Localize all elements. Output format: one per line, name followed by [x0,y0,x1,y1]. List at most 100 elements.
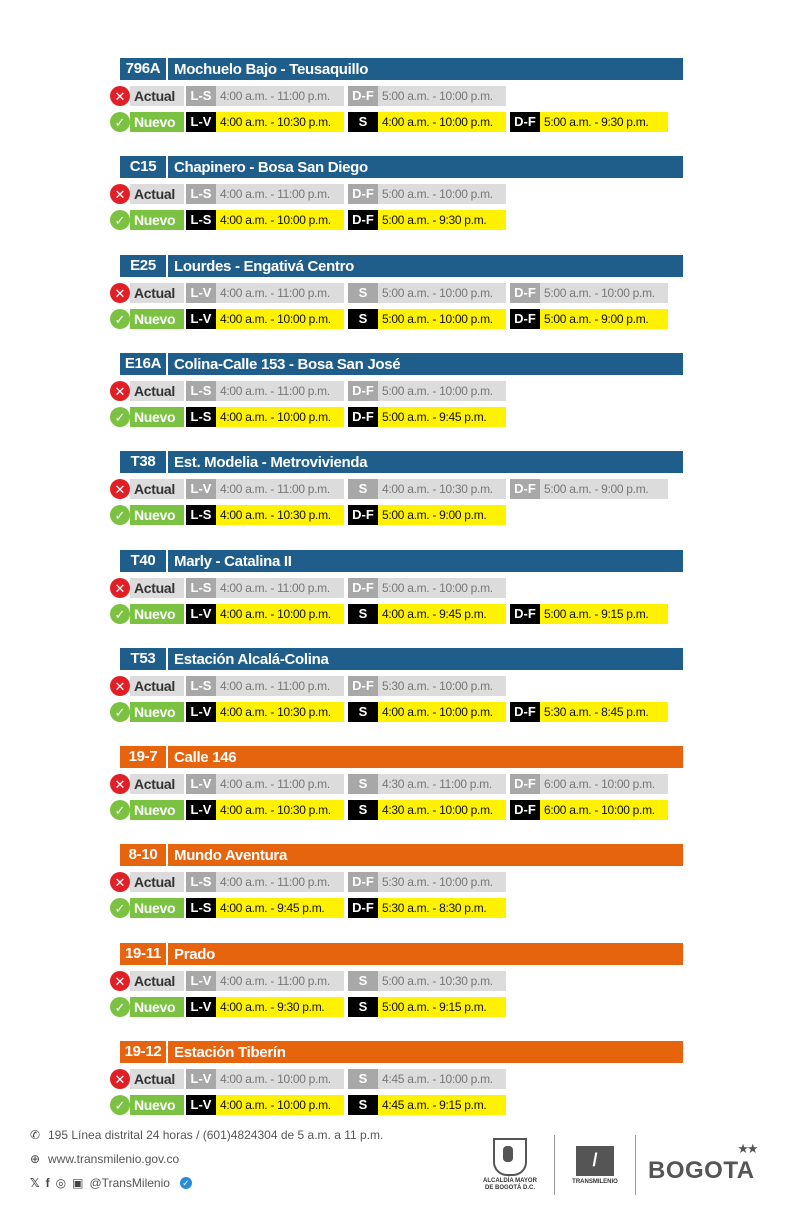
day-range: S [348,997,378,1017]
check-circle-icon: ✓ [110,800,130,820]
day-range: L-S [186,381,216,401]
schedule-slot: D-F 5:00 a.m. - 9:15 p.m. [510,604,668,624]
schedule-slot: L-S 4:00 a.m. - 11:00 p.m. [186,381,344,401]
time-range: 5:00 a.m. - 10:00 p.m. [378,86,506,106]
day-range: S [348,1069,378,1089]
check-circle-icon: ✓ [110,210,130,230]
youtube-icon[interactable]: ▣ [72,1176,84,1190]
day-range: S [348,774,378,794]
schedule-slot: L-S 4:00 a.m. - 11:00 p.m. [186,676,344,696]
route-name: Estación Tiberín [174,1043,286,1061]
time-range: 5:00 a.m. - 10:00 p.m. [378,578,506,598]
day-range: L-V [186,1069,216,1089]
schedule-slot: D-F 5:00 a.m. - 10:00 p.m. [348,381,506,401]
time-range: 5:30 a.m. - 10:00 p.m. [378,872,506,892]
schedule-slots: L-S 4:00 a.m. - 10:00 p.m. D-F 5:00 a.m. - … [186,210,510,230]
x-circle-icon: ✕ [110,676,130,696]
time-range: 4:00 a.m. - 10:00 p.m. [378,702,506,722]
instagram-icon[interactable]: ◎ [55,1176,67,1190]
route-name: Est. Modelia - Metrovivienda [174,453,368,471]
x-icon[interactable]: 𝕏 [30,1176,40,1190]
schedule-slot: D-F 5:30 a.m. - 8:30 p.m. [348,898,506,918]
facebook-icon[interactable]: f [45,1176,50,1190]
day-range: D-F [510,479,540,499]
day-range: S [348,971,378,991]
bogota-text: BOGOTA [648,1157,755,1184]
nuevo-label: Nuevo [130,407,184,427]
time-range: 4:00 a.m. - 9:45 p.m. [216,898,344,918]
nuevo-schedule-row: ✓ Nuevo L-V 4:00 a.m. - 9:30 p.m. S 5:00 a.m.… [110,997,510,1017]
route-name: Lourdes - Engativá Centro [174,257,355,275]
x-circle-icon: ✕ [110,872,130,892]
schedule-slots: L-S 4:00 a.m. - 11:00 p.m. D-F 5:30 a.m. - … [186,676,510,696]
day-range: L-S [186,210,216,230]
day-range: D-F [348,381,378,401]
day-range: D-F [348,184,378,204]
actual-schedule-row: ✕ Actual L-S 4:00 a.m. - 11:00 p.m. D-F 5:00 … [110,184,510,204]
day-range: D-F [348,676,378,696]
day-range: L-S [186,184,216,204]
nuevo-label: Nuevo [130,309,184,329]
time-range: 4:00 a.m. - 10:00 p.m. [378,112,506,132]
schedule-slot: L-V 4:00 a.m. - 10:30 p.m. [186,702,344,722]
nuevo-label: Nuevo [130,112,184,132]
day-range: L-V [186,112,216,132]
phone-line: ✆ 195 Línea distrital 24 horas / (601)48… [30,1128,383,1142]
actual-label: Actual [130,1069,184,1089]
day-range: D-F [510,309,540,329]
schedule-slot: D-F 5:00 a.m. - 10:00 p.m. [348,86,506,106]
day-range: D-F [348,86,378,106]
actual-label: Actual [130,283,184,303]
day-range: D-F [348,407,378,427]
schedule-slot: L-V 4:00 a.m. - 10:30 p.m. [186,800,344,820]
website-link[interactable]: www.transmilenio.gov.co [48,1152,180,1166]
time-range: 4:30 a.m. - 11:00 p.m. [378,774,506,794]
day-range: L-S [186,898,216,918]
day-range: L-S [186,407,216,427]
schedule-slot: D-F 5:30 a.m. - 8:45 p.m. [510,702,668,722]
route-name: Chapinero - Bosa San Diego [174,158,368,176]
day-range: D-F [510,702,540,722]
time-range: 5:00 a.m. - 10:00 p.m. [378,283,506,303]
time-range: 4:00 a.m. - 11:00 p.m. [216,86,344,106]
route-header: E16A Colina-Calle 153 - Bosa San José [120,353,683,375]
time-range: 4:00 a.m. - 11:00 p.m. [216,971,344,991]
nuevo-schedule-row: ✓ Nuevo L-V 4:00 a.m. - 10:30 p.m. S 4:30 a.m… [110,800,672,820]
route-header: T38 Est. Modelia - Metrovivienda [120,451,683,473]
route-code: T40 [120,550,168,572]
time-range: 4:00 a.m. - 10:30 p.m. [216,112,344,132]
nuevo-schedule-row: ✓ Nuevo L-V 4:00 a.m. - 10:30 p.m. S 4:00 a.m… [110,702,672,722]
x-circle-icon: ✕ [110,479,130,499]
day-range: L-V [186,309,216,329]
time-range: 5:00 a.m. - 9:45 p.m. [378,407,506,427]
time-range: 4:00 a.m. - 10:30 p.m. [216,505,344,525]
schedule-slot: L-V 4:00 a.m. - 10:00 p.m. [186,309,344,329]
schedule-slot: D-F 5:00 a.m. - 9:00 p.m. [510,309,668,329]
time-range: 5:00 a.m. - 10:00 p.m. [378,309,506,329]
schedule-slot: S 4:00 a.m. - 10:30 p.m. [348,479,506,499]
nuevo-schedule-row: ✓ Nuevo L-V 4:00 a.m. - 10:00 p.m. S 4:45 a.m… [110,1095,510,1115]
day-range: L-V [186,1095,216,1115]
x-circle-icon: ✕ [110,578,130,598]
social-handle[interactable]: @TransMilenio [89,1176,170,1190]
route-header: T53 Estación Alcalá-Colina [120,648,683,670]
time-range: 4:00 a.m. - 10:00 p.m. [216,604,344,624]
route-code: 19-12 [120,1041,168,1063]
check-circle-icon: ✓ [110,997,130,1017]
time-range: 4:00 a.m. - 10:30 p.m. [378,479,506,499]
schedule-slot: L-V 4:00 a.m. - 11:00 p.m. [186,774,344,794]
time-range: 4:00 a.m. - 10:00 p.m. [216,309,344,329]
time-range: 4:30 a.m. - 10:00 p.m. [378,800,506,820]
route-header: 19-7 Calle 146 [120,746,683,768]
schedule-slots: L-V 4:00 a.m. - 11:00 p.m. S 5:00 a.m. - 10… [186,283,672,303]
route-name: Prado [174,945,216,963]
logo-divider [554,1135,555,1195]
schedule-slot: D-F 6:00 a.m. - 10:00 p.m. [510,774,668,794]
time-range: 6:00 a.m. - 10:00 p.m. [540,800,668,820]
schedule-slots: L-V 4:00 a.m. - 11:00 p.m. S 4:30 a.m. - 11… [186,774,672,794]
nuevo-schedule-row: ✓ Nuevo L-S 4:00 a.m. - 9:45 p.m. D-F 5:30 a.… [110,898,510,918]
day-range: S [348,1095,378,1115]
phone-text: 195 Línea distrital 24 horas / (601)4824… [48,1128,384,1142]
day-range: D-F [348,578,378,598]
day-range: S [348,309,378,329]
